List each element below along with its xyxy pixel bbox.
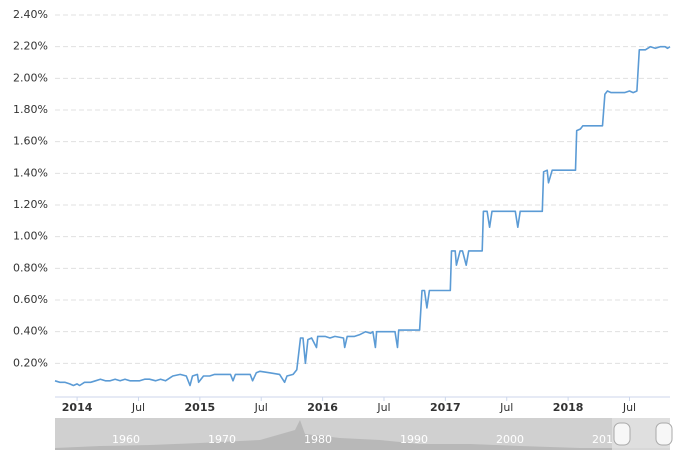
navigator-label: 1960 [112, 433, 140, 446]
x-tick-label: Jul [622, 401, 636, 414]
y-tick-label: 1.60% [13, 135, 48, 148]
y-tick-label: 1.00% [13, 230, 48, 243]
y-tick-label: 0.40% [13, 325, 48, 338]
line [54, 45, 671, 387]
y-tick-label: 1.20% [13, 198, 48, 211]
x-tick-label: Jul [131, 401, 145, 414]
navigator-label: 2000 [496, 433, 524, 446]
y-tick-label: 0.20% [13, 356, 48, 369]
x-tick-label: Jul [499, 401, 513, 414]
x-tick-label: 2018 [553, 401, 584, 414]
navigator: 1960 1970 1980 1990 2000 2010 [55, 418, 673, 450]
x-tick-label: 2015 [185, 401, 216, 414]
x-tick-label: Jul [376, 401, 390, 414]
navigator-area [55, 420, 670, 450]
x-tick-label: Jul [254, 401, 268, 414]
y-tick-label: 1.40% [13, 166, 48, 179]
x-tick-label: 2017 [430, 401, 461, 414]
x-tick-label: 2014 [62, 401, 93, 414]
navigator-label: 1990 [400, 433, 428, 446]
y-tick-label: 2.00% [13, 71, 48, 84]
x-tick-label: 2016 [307, 401, 338, 414]
y-tick-label: 2.40% [13, 8, 48, 21]
y-tick-label: 0.80% [13, 261, 48, 274]
navigator-label: 1980 [304, 433, 332, 446]
navigator-handle[interactable] [613, 422, 631, 446]
y-tick-label: 2.20% [13, 40, 48, 53]
navigator-label: 1970 [208, 433, 236, 446]
y-tick-label: 1.80% [13, 103, 48, 116]
navigator-handle[interactable] [655, 422, 673, 446]
y-tick-label: 0.60% [13, 293, 48, 306]
